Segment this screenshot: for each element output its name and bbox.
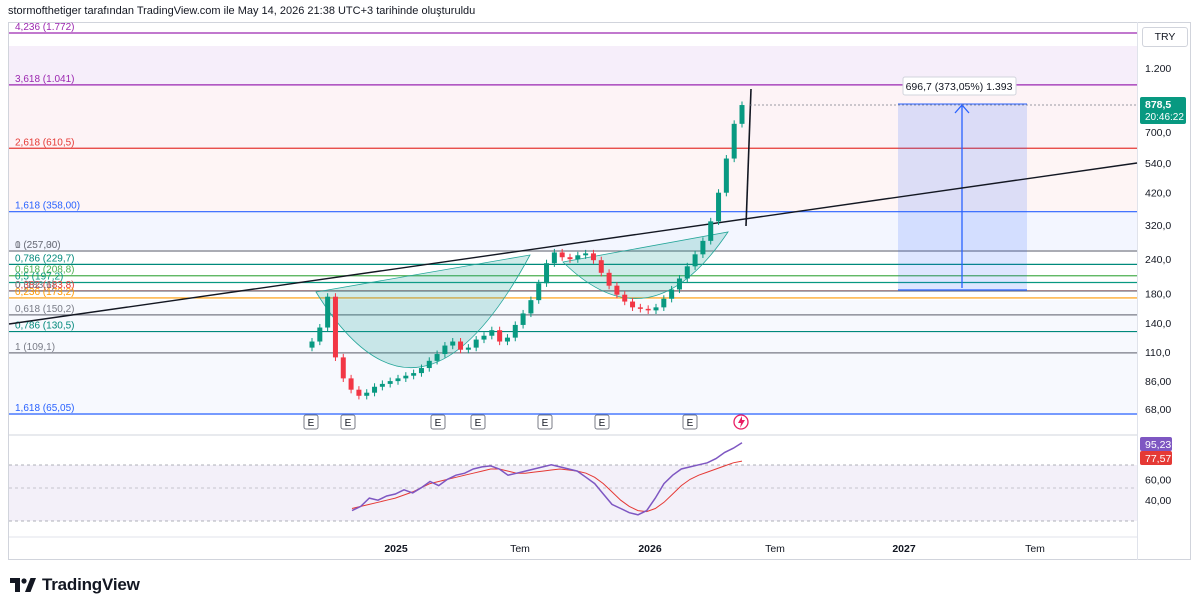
- open-value: 799,0: [300, 29, 327, 41]
- chart-frame: [8, 22, 1191, 560]
- close-label: K: [411, 29, 419, 41]
- open-label: A: [293, 29, 301, 41]
- chart-caption: stormofthetiger tarafından TradingView.c…: [8, 5, 476, 17]
- symbol-title[interactable]: OZATA DENIZCILIK SANAYI VE TICARET AS · …: [14, 29, 285, 41]
- low-value: 741,5: [379, 29, 406, 41]
- high-value: 878,5: [339, 29, 367, 41]
- tradingview-logo[interactable]: TradingView: [10, 575, 140, 595]
- price-scale-separator: [1137, 22, 1138, 560]
- close-value: 878,5: [418, 29, 446, 41]
- tradingview-logo-icon: [10, 578, 36, 592]
- low-label: D: [372, 29, 380, 41]
- currency-button[interactable]: TRY: [1142, 27, 1188, 47]
- high-label: Y: [332, 29, 340, 41]
- ohlc-legend: OZATA DENIZCILIK SANAYI VE TICARET AS · …: [14, 29, 535, 41]
- tradingview-brand: TradingView: [42, 575, 140, 594]
- change-value: +152,0 (+20,92%): [451, 29, 536, 41]
